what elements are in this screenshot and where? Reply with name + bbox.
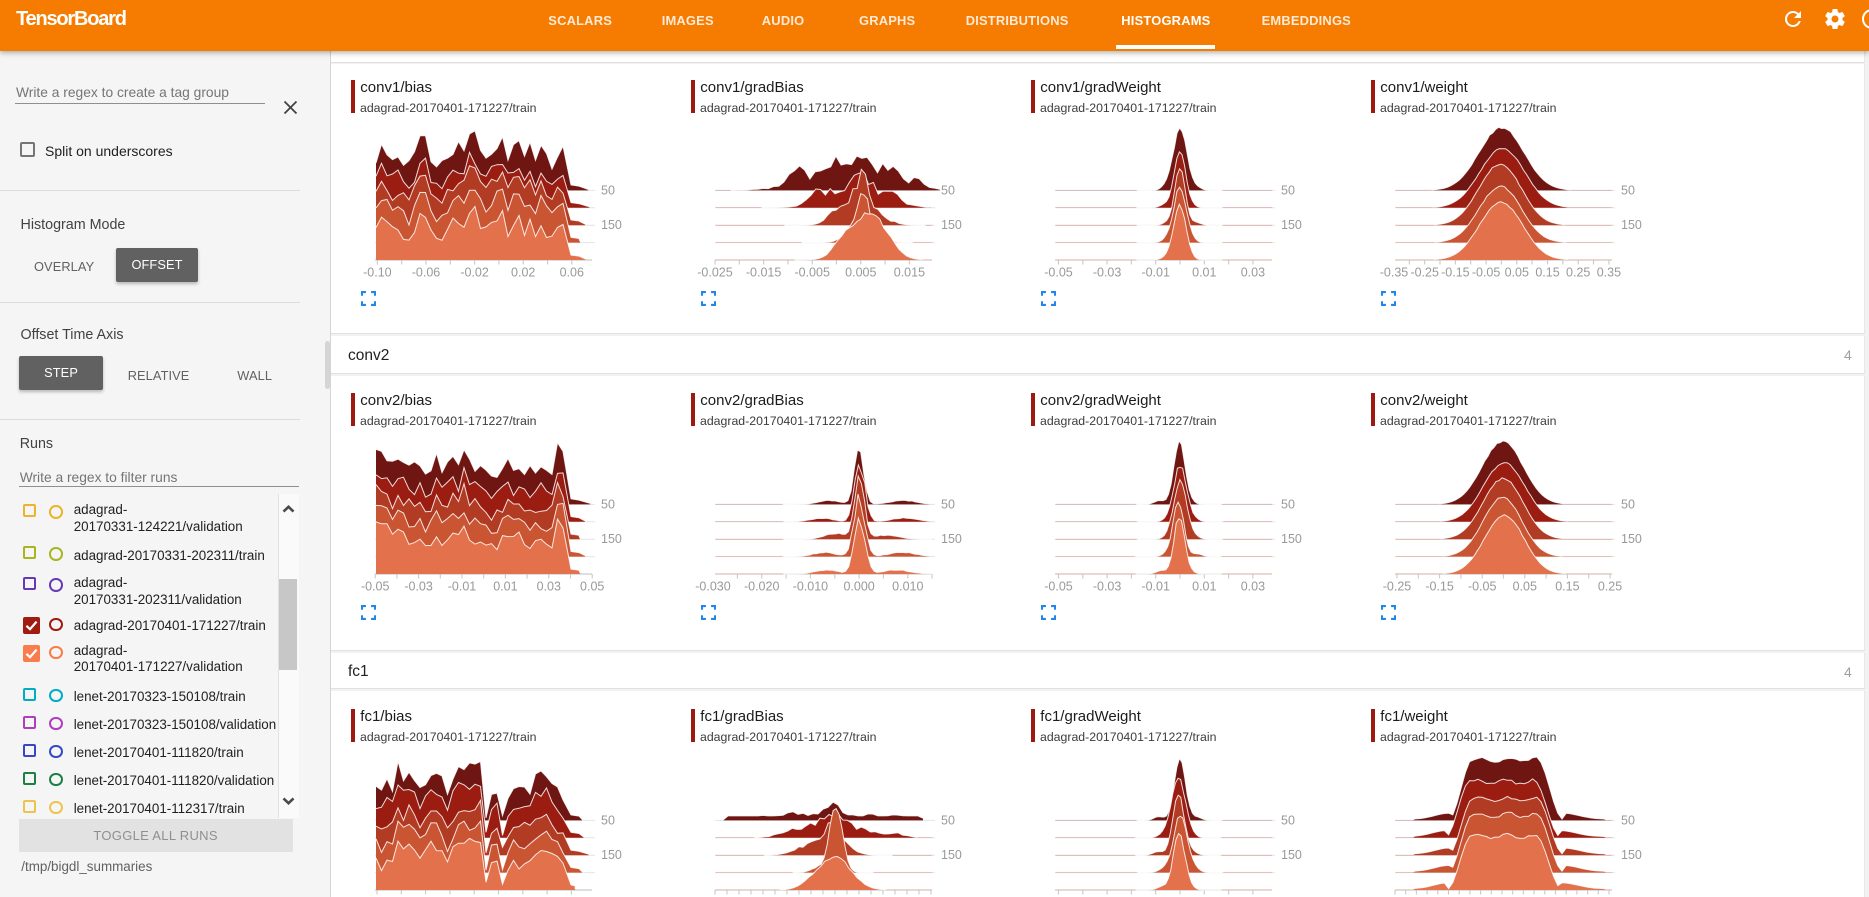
svg-text:0.000: 0.000 bbox=[843, 580, 874, 594]
svg-text:150: 150 bbox=[1281, 848, 1302, 862]
svg-text:-0.25: -0.25 bbox=[1383, 580, 1412, 594]
svg-text:0.010: 0.010 bbox=[892, 580, 923, 594]
svg-text:150: 150 bbox=[1281, 532, 1302, 546]
svg-text:0.05: 0.05 bbox=[1504, 265, 1528, 279]
svg-text:50: 50 bbox=[941, 813, 955, 827]
svg-text:150: 150 bbox=[941, 532, 962, 546]
svg-text:0.01: 0.01 bbox=[1192, 580, 1216, 594]
svg-text:50: 50 bbox=[1281, 497, 1295, 511]
svg-text:-0.010: -0.010 bbox=[792, 580, 827, 594]
svg-text:0.05: 0.05 bbox=[580, 580, 604, 594]
svg-text:-0.03: -0.03 bbox=[1093, 580, 1122, 594]
svg-text:-0.10: -0.10 bbox=[363, 265, 392, 279]
svg-text:50: 50 bbox=[941, 497, 955, 511]
svg-text:0.015: 0.015 bbox=[894, 265, 925, 279]
svg-text:0.15: 0.15 bbox=[1555, 580, 1579, 594]
svg-text:150: 150 bbox=[1621, 218, 1642, 232]
svg-text:-0.01: -0.01 bbox=[1141, 580, 1170, 594]
svg-text:150: 150 bbox=[1281, 218, 1302, 232]
svg-text:150: 150 bbox=[601, 848, 622, 862]
svg-text:150: 150 bbox=[1621, 532, 1642, 546]
svg-text:0.03: 0.03 bbox=[1241, 265, 1265, 279]
svg-text:50: 50 bbox=[1281, 183, 1295, 197]
svg-text:150: 150 bbox=[941, 848, 962, 862]
svg-text:50: 50 bbox=[601, 183, 615, 197]
svg-text:50: 50 bbox=[601, 813, 615, 827]
svg-text:150: 150 bbox=[601, 532, 622, 546]
svg-text:0.25: 0.25 bbox=[1598, 580, 1622, 594]
svg-text:-0.005: -0.005 bbox=[794, 265, 829, 279]
svg-text:-0.015: -0.015 bbox=[746, 265, 781, 279]
svg-text:-0.35: -0.35 bbox=[1380, 265, 1409, 279]
svg-text:50: 50 bbox=[1621, 183, 1635, 197]
svg-text:-0.05: -0.05 bbox=[1044, 265, 1073, 279]
svg-text:0.005: 0.005 bbox=[845, 265, 876, 279]
svg-text:0.06: 0.06 bbox=[559, 265, 583, 279]
svg-text:0.02: 0.02 bbox=[511, 265, 535, 279]
svg-text:0.03: 0.03 bbox=[536, 580, 560, 594]
svg-text:50: 50 bbox=[941, 183, 955, 197]
svg-text:-0.25: -0.25 bbox=[1410, 265, 1439, 279]
svg-text:0.03: 0.03 bbox=[1241, 580, 1265, 594]
svg-text:-0.05: -0.05 bbox=[361, 580, 390, 594]
svg-text:150: 150 bbox=[941, 218, 962, 232]
svg-text:-0.05: -0.05 bbox=[1044, 580, 1073, 594]
svg-text:0.05: 0.05 bbox=[1512, 580, 1536, 594]
svg-text:-0.01: -0.01 bbox=[448, 580, 477, 594]
svg-text:-0.03: -0.03 bbox=[404, 580, 433, 594]
svg-text:50: 50 bbox=[1621, 813, 1635, 827]
svg-text:50: 50 bbox=[1281, 813, 1295, 827]
svg-text:-0.025: -0.025 bbox=[697, 265, 732, 279]
svg-text:0.25: 0.25 bbox=[1566, 265, 1590, 279]
svg-text:0.15: 0.15 bbox=[1535, 265, 1559, 279]
svg-text:-0.03: -0.03 bbox=[1093, 265, 1122, 279]
svg-text:-0.05: -0.05 bbox=[1472, 265, 1501, 279]
svg-text:-0.05: -0.05 bbox=[1468, 580, 1497, 594]
svg-text:-0.15: -0.15 bbox=[1441, 265, 1470, 279]
svg-text:-0.15: -0.15 bbox=[1425, 580, 1454, 594]
svg-text:0.01: 0.01 bbox=[493, 580, 517, 594]
svg-text:-0.06: -0.06 bbox=[412, 265, 441, 279]
svg-text:0.35: 0.35 bbox=[1597, 265, 1621, 279]
svg-text:-0.02: -0.02 bbox=[460, 265, 489, 279]
svg-text:-0.030: -0.030 bbox=[695, 580, 730, 594]
svg-text:-0.01: -0.01 bbox=[1141, 265, 1170, 279]
svg-text:-0.020: -0.020 bbox=[744, 580, 779, 594]
svg-text:0.01: 0.01 bbox=[1192, 265, 1216, 279]
svg-text:150: 150 bbox=[1621, 848, 1642, 862]
svg-text:50: 50 bbox=[601, 497, 615, 511]
svg-text:150: 150 bbox=[601, 218, 622, 232]
svg-text:50: 50 bbox=[1621, 497, 1635, 511]
